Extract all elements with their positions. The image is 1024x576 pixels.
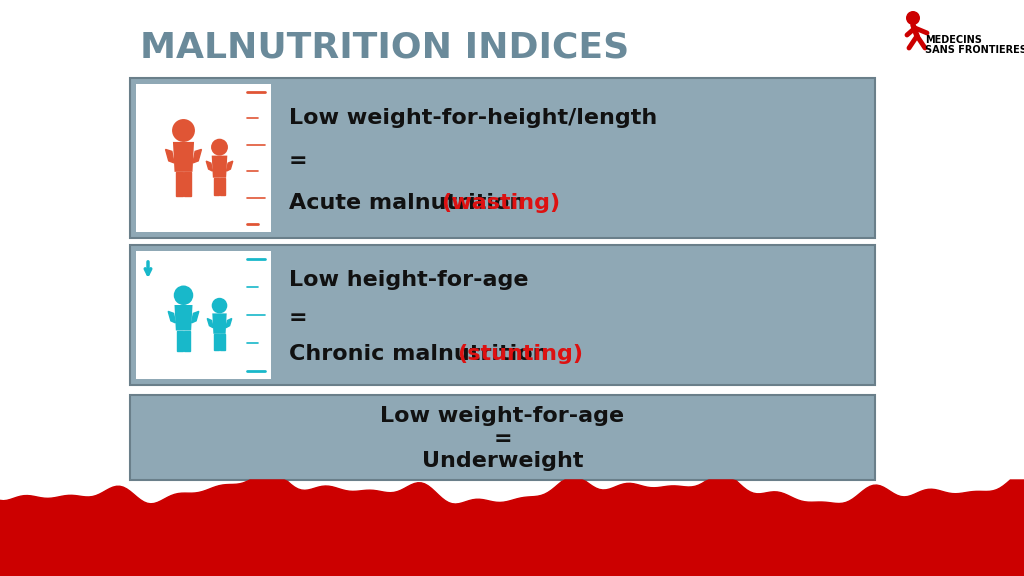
Circle shape xyxy=(906,11,920,25)
Text: SANS FRONTIERES: SANS FRONTIERES xyxy=(925,45,1024,55)
Polygon shape xyxy=(184,331,190,351)
FancyBboxPatch shape xyxy=(130,245,874,385)
FancyBboxPatch shape xyxy=(130,395,874,480)
Text: MEDECINS: MEDECINS xyxy=(925,35,982,45)
Text: Low weight-for-age: Low weight-for-age xyxy=(381,406,625,426)
Polygon shape xyxy=(191,312,199,323)
Text: Low height-for-age: Low height-for-age xyxy=(289,270,528,290)
Polygon shape xyxy=(177,331,183,351)
Polygon shape xyxy=(206,161,213,171)
Text: (wasting): (wasting) xyxy=(441,193,560,213)
Circle shape xyxy=(174,286,194,305)
Polygon shape xyxy=(207,319,213,328)
Polygon shape xyxy=(166,149,174,163)
Text: Underweight: Underweight xyxy=(422,452,584,471)
Polygon shape xyxy=(214,334,219,350)
Circle shape xyxy=(212,298,227,313)
Text: =: = xyxy=(289,151,307,171)
Polygon shape xyxy=(226,319,231,328)
Text: =: = xyxy=(494,429,512,449)
Polygon shape xyxy=(0,480,1024,576)
Polygon shape xyxy=(214,178,219,195)
FancyBboxPatch shape xyxy=(130,78,874,238)
Text: Chronic malnutrition: Chronic malnutrition xyxy=(289,344,556,364)
Polygon shape xyxy=(168,312,175,323)
Circle shape xyxy=(211,139,228,156)
Polygon shape xyxy=(226,161,232,171)
Polygon shape xyxy=(175,172,183,196)
Circle shape xyxy=(172,119,195,142)
Polygon shape xyxy=(212,156,227,178)
Polygon shape xyxy=(212,313,226,334)
Polygon shape xyxy=(193,149,202,163)
Polygon shape xyxy=(174,305,193,331)
FancyBboxPatch shape xyxy=(136,251,271,379)
FancyBboxPatch shape xyxy=(136,84,271,232)
Polygon shape xyxy=(220,334,225,350)
Text: =: = xyxy=(289,308,307,328)
Text: Acute malnutrition: Acute malnutrition xyxy=(289,193,534,213)
Polygon shape xyxy=(184,172,191,196)
Polygon shape xyxy=(173,142,195,172)
Text: (stunting): (stunting) xyxy=(457,344,583,364)
Polygon shape xyxy=(220,178,225,195)
Text: MALNUTRITION INDICES: MALNUTRITION INDICES xyxy=(140,31,630,65)
Text: Low weight-for-height/length: Low weight-for-height/length xyxy=(289,108,657,128)
